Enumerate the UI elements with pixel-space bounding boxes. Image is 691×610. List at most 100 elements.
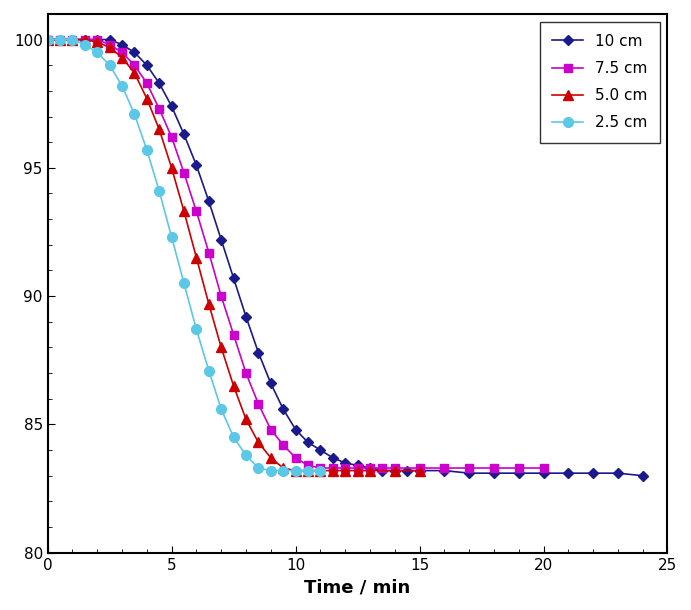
- 7.5 cm: [540, 464, 548, 472]
- 2.5 cm: [118, 82, 126, 90]
- 7.5 cm: [118, 49, 126, 56]
- 10 cm: [217, 236, 225, 243]
- 5.0 cm: [93, 38, 102, 46]
- 10 cm: [267, 379, 275, 387]
- 7.5 cm: [56, 36, 64, 43]
- 5.0 cm: [155, 126, 163, 133]
- 5.0 cm: [217, 344, 225, 351]
- 10 cm: [254, 349, 263, 356]
- 7.5 cm: [205, 249, 213, 256]
- 5.0 cm: [229, 382, 238, 390]
- 5.0 cm: [142, 95, 151, 102]
- 2.5 cm: [155, 187, 163, 195]
- 7.5 cm: [131, 62, 139, 69]
- 10 cm: [131, 49, 139, 56]
- 5.0 cm: [205, 300, 213, 307]
- 2.5 cm: [81, 41, 89, 48]
- 10 cm: [155, 79, 163, 87]
- 10 cm: [44, 36, 52, 43]
- 7.5 cm: [254, 400, 263, 407]
- 5.0 cm: [56, 36, 64, 43]
- 7.5 cm: [353, 464, 361, 472]
- 10 cm: [638, 472, 647, 479]
- 7.5 cm: [465, 464, 473, 472]
- 5.0 cm: [292, 467, 300, 474]
- 2.5 cm: [292, 467, 300, 474]
- 2.5 cm: [167, 234, 176, 241]
- 10 cm: [515, 470, 523, 477]
- 7.5 cm: [515, 464, 523, 472]
- 7.5 cm: [490, 464, 498, 472]
- 2.5 cm: [106, 62, 114, 69]
- 10 cm: [118, 41, 126, 48]
- 7.5 cm: [267, 426, 275, 433]
- Line: 10 cm: 10 cm: [44, 36, 646, 479]
- 5.0 cm: [366, 467, 374, 474]
- 10 cm: [378, 467, 386, 474]
- 10 cm: [440, 467, 448, 474]
- 10 cm: [56, 36, 64, 43]
- 5.0 cm: [180, 208, 188, 215]
- 7.5 cm: [180, 170, 188, 177]
- 10 cm: [93, 36, 102, 43]
- 7.5 cm: [279, 441, 287, 448]
- 7.5 cm: [142, 79, 151, 87]
- 10 cm: [564, 470, 572, 477]
- 10 cm: [192, 162, 200, 169]
- 2.5 cm: [217, 406, 225, 413]
- 7.5 cm: [93, 36, 102, 43]
- 5.0 cm: [106, 43, 114, 51]
- 10 cm: [279, 406, 287, 413]
- 7.5 cm: [415, 464, 424, 472]
- 5.0 cm: [390, 467, 399, 474]
- 5.0 cm: [44, 36, 52, 43]
- 10 cm: [465, 470, 473, 477]
- 7.5 cm: [192, 208, 200, 215]
- 10 cm: [390, 467, 399, 474]
- 7.5 cm: [440, 464, 448, 472]
- 2.5 cm: [192, 326, 200, 333]
- 5.0 cm: [304, 467, 312, 474]
- 5.0 cm: [68, 36, 77, 43]
- 10 cm: [490, 470, 498, 477]
- 2.5 cm: [56, 36, 64, 43]
- 7.5 cm: [44, 36, 52, 43]
- 7.5 cm: [81, 36, 89, 43]
- 10 cm: [614, 470, 622, 477]
- 7.5 cm: [292, 454, 300, 461]
- 7.5 cm: [242, 370, 250, 377]
- X-axis label: Time / min: Time / min: [305, 578, 410, 596]
- Line: 2.5 cm: 2.5 cm: [43, 35, 325, 475]
- 10 cm: [341, 459, 350, 467]
- Line: 5.0 cm: 5.0 cm: [43, 35, 424, 475]
- 7.5 cm: [378, 464, 386, 472]
- 5.0 cm: [415, 467, 424, 474]
- 5.0 cm: [267, 454, 275, 461]
- 10 cm: [180, 131, 188, 138]
- 10 cm: [366, 464, 374, 472]
- 5.0 cm: [254, 439, 263, 446]
- 10 cm: [81, 36, 89, 43]
- 7.5 cm: [106, 41, 114, 48]
- 10 cm: [106, 36, 114, 43]
- 2.5 cm: [316, 467, 325, 474]
- 5.0 cm: [242, 415, 250, 423]
- 2.5 cm: [242, 451, 250, 459]
- 7.5 cm: [390, 464, 399, 472]
- 10 cm: [292, 426, 300, 433]
- 2.5 cm: [254, 464, 263, 472]
- Legend: 10 cm, 7.5 cm, 5.0 cm, 2.5 cm: 10 cm, 7.5 cm, 5.0 cm, 2.5 cm: [540, 21, 660, 143]
- 7.5 cm: [229, 331, 238, 339]
- 7.5 cm: [316, 464, 325, 472]
- 10 cm: [316, 447, 325, 454]
- 5.0 cm: [316, 467, 325, 474]
- 10 cm: [142, 62, 151, 69]
- 2.5 cm: [267, 467, 275, 474]
- 2.5 cm: [68, 36, 77, 43]
- 5.0 cm: [279, 464, 287, 472]
- 5.0 cm: [81, 36, 89, 43]
- Line: 7.5 cm: 7.5 cm: [44, 35, 548, 472]
- 10 cm: [304, 439, 312, 446]
- 7.5 cm: [167, 134, 176, 141]
- 10 cm: [540, 470, 548, 477]
